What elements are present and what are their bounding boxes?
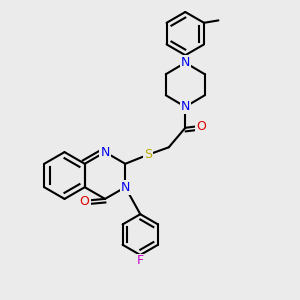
Text: N: N — [100, 146, 110, 159]
Text: O: O — [80, 195, 90, 208]
Text: N: N — [121, 181, 130, 194]
Text: S: S — [144, 148, 152, 161]
Text: F: F — [137, 254, 144, 268]
Text: N: N — [181, 56, 190, 69]
Text: O: O — [196, 120, 206, 133]
Text: N: N — [181, 100, 190, 113]
